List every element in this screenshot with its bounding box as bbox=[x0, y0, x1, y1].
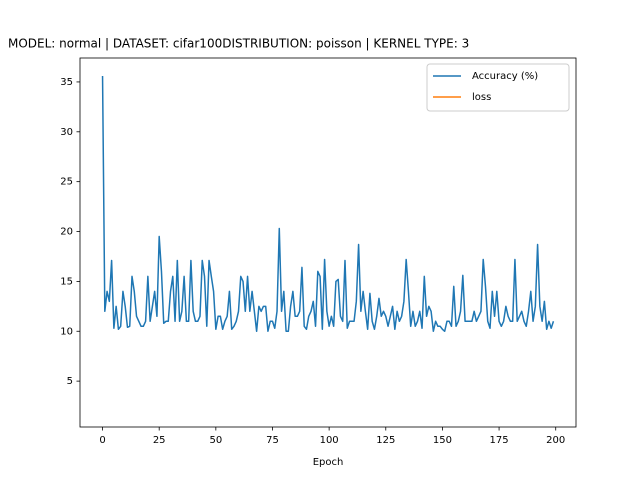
legend-label: Accuracy (%) bbox=[472, 71, 538, 82]
x-tick-label: 200 bbox=[546, 435, 565, 446]
x-tick-label: 150 bbox=[433, 435, 452, 446]
y-tick-label: 35 bbox=[60, 77, 73, 88]
x-tick-label: 175 bbox=[490, 435, 509, 446]
legend-box bbox=[426, 63, 570, 112]
x-tick-label: 100 bbox=[320, 435, 339, 446]
x-tick-label: 125 bbox=[376, 435, 395, 446]
x-tick-label: 50 bbox=[209, 435, 222, 446]
x-tick-label: 75 bbox=[266, 435, 279, 446]
y-tick-label: 20 bbox=[60, 227, 73, 238]
x-tick-label: 25 bbox=[153, 435, 166, 446]
x-tick-label: 0 bbox=[99, 435, 105, 446]
y-tick-label: 30 bbox=[60, 127, 73, 138]
data-line bbox=[101, 75, 555, 333]
x-axis-label: Epoch bbox=[313, 457, 344, 468]
y-tick-label: 25 bbox=[60, 177, 73, 188]
legend-label: loss bbox=[472, 92, 491, 103]
y-tick-label: 15 bbox=[60, 276, 73, 287]
y-tick-label: 10 bbox=[60, 326, 73, 337]
plot-frame bbox=[79, 57, 577, 428]
y-tick-label: 5 bbox=[67, 376, 73, 387]
chart-title: MODEL: normal | DATASET: cifar100DISTRIB… bbox=[8, 37, 469, 51]
